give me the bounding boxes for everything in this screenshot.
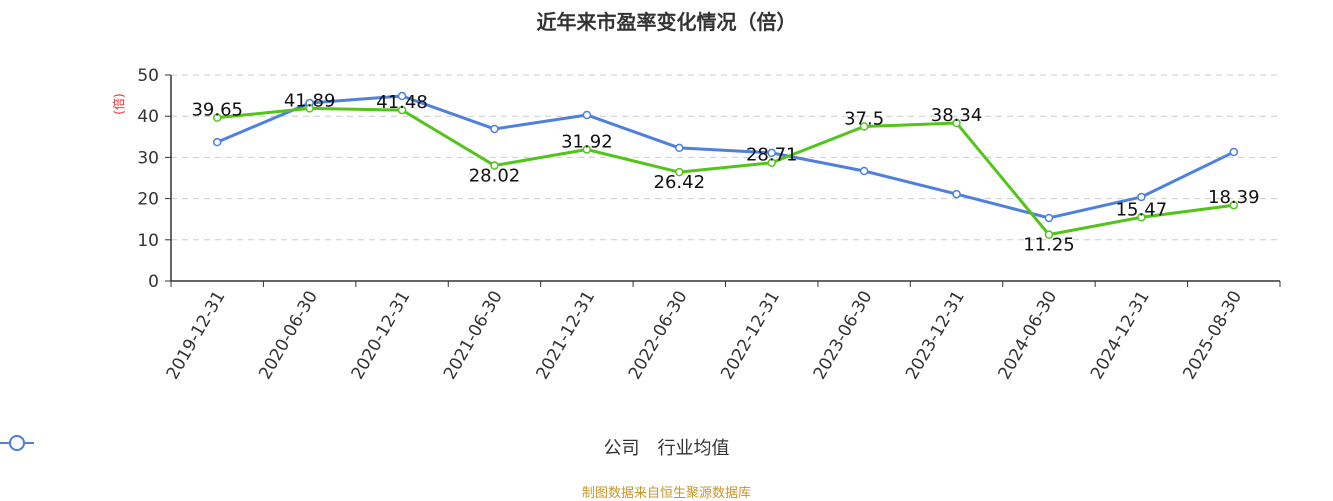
y-tick-label: 10 [137,231,159,251]
data-label: 18.39 [1208,187,1260,208]
data-point[interactable] [675,143,684,153]
data-label: 31.92 [561,131,613,152]
x-tick-label: 2023-06-30 [810,288,877,384]
y-axis-unit: (倍) [111,93,126,114]
data-point[interactable] [582,145,592,154]
legend-label: 公司 [603,438,640,459]
x-tick-label: 2021-06-30 [440,288,507,384]
data-point[interactable] [952,118,961,128]
data-point[interactable] [397,105,407,115]
data-label: 15.47 [1116,199,1168,220]
data-point[interactable] [1229,147,1239,157]
data-point[interactable] [1044,230,1054,239]
data-point[interactable] [859,122,869,131]
data-label: 41.89 [284,90,336,111]
x-tick-label: 2022-06-30 [625,288,692,384]
y-tick-label: 40 [137,107,159,127]
legend-line-circle-icon [0,435,34,451]
data-point[interactable] [675,167,684,177]
data-label: 39.65 [191,100,243,121]
data-point[interactable] [397,91,407,101]
data-point[interactable] [767,148,776,158]
data-label: 28.71 [746,145,798,166]
x-tick-label: 2023-12-31 [902,288,969,384]
y-tick-label: 0 [148,272,159,292]
legend-item-industry-average[interactable]: 行业均值 [0,434,730,460]
data-point[interactable] [1044,213,1054,223]
x-tick-label: 2019-12-31 [163,288,230,384]
data-point[interactable] [212,113,222,122]
data-point[interactable] [767,158,776,167]
data-label: 28.02 [469,166,521,187]
x-tick-label: 2020-12-31 [348,288,415,384]
data-point[interactable] [1137,213,1146,222]
x-tick-label: 2025-08-30 [1179,288,1246,384]
data-point[interactable] [305,104,314,113]
data-point[interactable] [1137,192,1146,202]
data-point[interactable] [212,137,222,147]
data-label: 41.48 [376,92,428,113]
x-tick-label: 2020-06-30 [255,288,322,384]
chart-title: 近年来市盈率变化情况（倍） [536,10,797,34]
line-chart: 0 10 20 30 40 50 (倍) 2019-12-31 2020-06-30 2020-1… [111,66,1281,384]
y-tick-label: 30 [137,148,159,168]
x-tick-label: 2022-12-31 [717,288,784,384]
legend: 公司 行业均值 [0,434,1333,460]
x-tick-label: 2024-12-31 [1087,288,1154,384]
data-label: 26.42 [654,172,706,193]
data-point[interactable] [859,166,869,176]
y-tick-label: 50 [137,66,159,86]
series-line [217,106,1234,237]
legend-label: 行业均值 [657,438,730,459]
data-label: 37.5 [844,109,884,130]
data-point[interactable] [952,189,961,199]
series-line [216,94,1235,220]
data-point[interactable] [490,124,499,134]
legend-item-company[interactable]: 公司 [0,434,640,460]
data-source-footer: 制图数据来自恒生聚源数据库 [581,486,751,501]
x-tick-label: 2024-06-30 [995,288,1062,384]
data-point[interactable] [490,161,499,170]
x-tick-label: 2021-12-31 [532,288,599,384]
data-label: 11.25 [1023,235,1075,256]
y-tick-label: 20 [137,190,159,210]
data-label: 38.34 [931,105,983,126]
data-point[interactable] [582,110,592,120]
data-point[interactable] [1229,200,1239,210]
